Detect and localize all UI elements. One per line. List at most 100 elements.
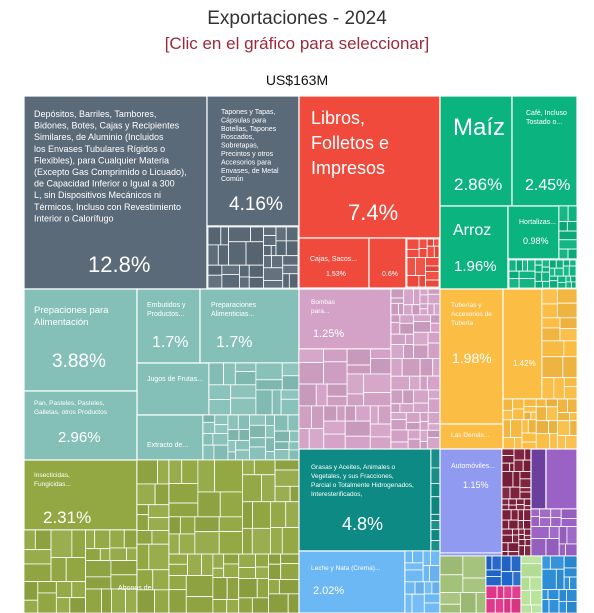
small-cell[interactable]	[520, 555, 543, 565]
small-cell[interactable]	[501, 471, 514, 488]
treemap-cell-sausages[interactable]	[136, 288, 201, 364]
small-cell[interactable]	[425, 257, 440, 267]
small-cell[interactable]	[534, 259, 543, 266]
small-cell[interactable]	[344, 420, 371, 437]
small-cell[interactable]	[147, 504, 170, 519]
small-cell[interactable]	[168, 563, 188, 576]
small-cell[interactable]	[414, 581, 425, 595]
small-cell[interactable]	[228, 226, 252, 243]
treemap-cell-food-preparations[interactable]	[199, 288, 300, 364]
small-cell[interactable]	[430, 483, 441, 498]
small-cell[interactable]	[263, 255, 272, 269]
small-cell[interactable]	[558, 589, 567, 602]
small-cell[interactable]	[251, 527, 271, 555]
small-cell[interactable]	[263, 245, 272, 257]
small-cell[interactable]	[541, 568, 557, 591]
small-cell[interactable]	[567, 205, 578, 222]
small-cell[interactable]	[288, 273, 299, 289]
small-cell[interactable]	[439, 603, 461, 613]
small-cell[interactable]	[390, 302, 399, 316]
small-cell[interactable]	[268, 579, 280, 595]
small-cell[interactable]	[558, 205, 569, 222]
small-cell[interactable]	[377, 405, 392, 425]
small-cell[interactable]	[413, 288, 421, 306]
small-cell[interactable]	[207, 274, 223, 289]
small-cell[interactable]	[415, 257, 426, 276]
small-cell[interactable]	[50, 557, 67, 582]
small-cell[interactable]	[168, 589, 187, 613]
small-cell[interactable]	[511, 585, 522, 600]
small-cell[interactable]	[523, 528, 532, 536]
treemap-cell-aluminum-containers[interactable]	[23, 95, 208, 290]
small-cell[interactable]	[535, 406, 547, 422]
small-cell[interactable]	[227, 451, 237, 461]
small-cell[interactable]	[402, 389, 414, 405]
small-cell[interactable]	[548, 599, 560, 613]
small-cell[interactable]	[136, 504, 149, 516]
small-cell[interactable]	[521, 441, 537, 450]
small-cell[interactable]	[228, 241, 247, 266]
small-cell[interactable]	[566, 526, 578, 545]
small-cell[interactable]	[282, 255, 299, 266]
small-cell[interactable]	[502, 398, 514, 411]
small-cell[interactable]	[65, 557, 86, 582]
small-cell[interactable]	[569, 420, 578, 436]
small-cell[interactable]	[214, 424, 229, 434]
small-cell[interactable]	[549, 267, 556, 277]
small-cell[interactable]	[419, 375, 428, 391]
small-cell[interactable]	[509, 486, 521, 500]
small-cell[interactable]	[370, 358, 392, 375]
small-cell[interactable]	[566, 600, 578, 613]
treemap-cell-rice[interactable]	[439, 205, 509, 290]
small-cell[interactable]	[485, 555, 493, 571]
small-cell[interactable]	[315, 383, 328, 407]
small-cell[interactable]	[238, 578, 258, 599]
small-cell[interactable]	[238, 567, 257, 579]
small-cell[interactable]	[512, 528, 520, 536]
small-cell[interactable]	[521, 419, 529, 434]
small-cell[interactable]	[427, 342, 441, 359]
small-cell[interactable]	[237, 414, 250, 430]
small-cell[interactable]	[404, 562, 424, 571]
small-cell[interactable]	[406, 248, 420, 259]
small-cell[interactable]	[390, 358, 403, 377]
small-cell[interactable]	[501, 486, 511, 500]
small-cell[interactable]	[213, 444, 229, 461]
small-cell[interactable]	[425, 265, 440, 272]
small-cell[interactable]	[154, 483, 170, 506]
small-cell[interactable]	[568, 265, 577, 277]
small-cell[interactable]	[535, 398, 547, 408]
treemap-cell-fats-oils[interactable]	[298, 448, 432, 552]
small-cell[interactable]	[515, 504, 525, 511]
small-cell[interactable]	[274, 459, 300, 471]
small-cell[interactable]	[560, 508, 578, 519]
small-cell[interactable]	[518, 545, 525, 558]
small-cell[interactable]	[541, 271, 550, 282]
small-cell[interactable]	[558, 248, 569, 260]
small-cell[interactable]	[261, 474, 276, 503]
small-cell[interactable]	[541, 377, 555, 400]
small-cell[interactable]	[255, 553, 269, 568]
small-cell[interactable]	[427, 303, 435, 316]
small-cell[interactable]	[462, 555, 487, 579]
small-cell[interactable]	[541, 340, 565, 358]
small-cell[interactable]	[265, 451, 275, 461]
small-cell[interactable]	[557, 275, 567, 283]
small-cell[interactable]	[275, 226, 287, 242]
small-cell[interactable]	[212, 433, 229, 446]
small-cell[interactable]	[23, 529, 36, 551]
small-cell[interactable]	[413, 321, 432, 333]
small-cell[interactable]	[274, 485, 291, 503]
small-cell[interactable]	[519, 487, 532, 493]
treemap-cell-instruments[interactable]	[545, 448, 578, 510]
small-cell[interactable]	[558, 543, 566, 558]
small-cell[interactable]	[419, 288, 429, 296]
small-cell[interactable]	[557, 288, 578, 304]
small-cell[interactable]	[508, 498, 517, 506]
small-cell[interactable]	[136, 483, 156, 506]
small-cell[interactable]	[418, 238, 428, 249]
small-cell[interactable]	[110, 560, 138, 576]
small-cell[interactable]	[255, 362, 283, 381]
small-cell[interactable]	[227, 439, 237, 453]
small-cell[interactable]	[363, 373, 392, 394]
